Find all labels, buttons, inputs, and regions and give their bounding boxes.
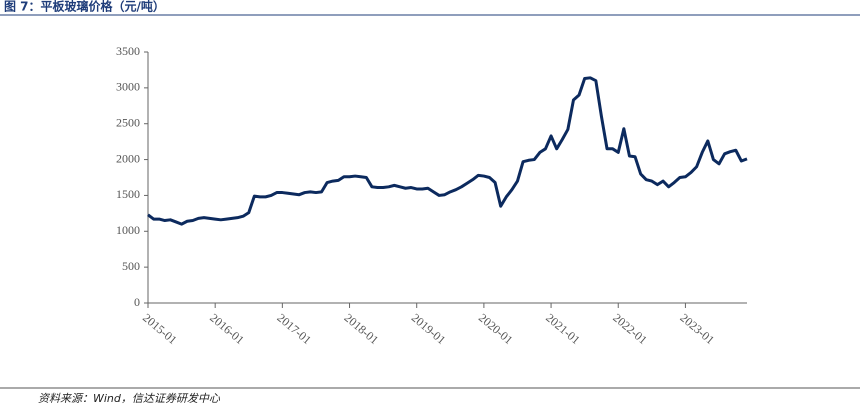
y-tick-label: 3500 [116, 44, 140, 58]
y-tick-label: 2000 [116, 151, 140, 165]
x-tick-label: 2023-01 [677, 311, 717, 347]
x-tick-label: 2016-01 [207, 311, 247, 347]
y-tick-label: 1500 [116, 187, 140, 201]
x-tick-label: 2021-01 [543, 311, 583, 347]
chart-title: 图 7：平板玻璃价格（元/吨） [4, 0, 165, 14]
x-tick-label: 2022-01 [610, 311, 650, 347]
y-tick-label: 2500 [116, 115, 140, 129]
x-tick-label: 2015-01 [140, 311, 180, 347]
y-tick-label: 1000 [116, 223, 140, 237]
y-tick-label: 3000 [116, 80, 140, 94]
x-tick-label: 2020-01 [476, 311, 516, 347]
y-tick-label: 0 [134, 295, 140, 309]
x-tick-label: 2018-01 [342, 311, 382, 347]
price-line [147, 76, 748, 226]
y-tick-label: 500 [122, 259, 140, 273]
x-tick-label: 2017-01 [274, 311, 314, 347]
x-tick-label: 2019-01 [409, 311, 449, 347]
source-note: 资料来源：Wind，信达证券研发中心 [38, 392, 221, 405]
